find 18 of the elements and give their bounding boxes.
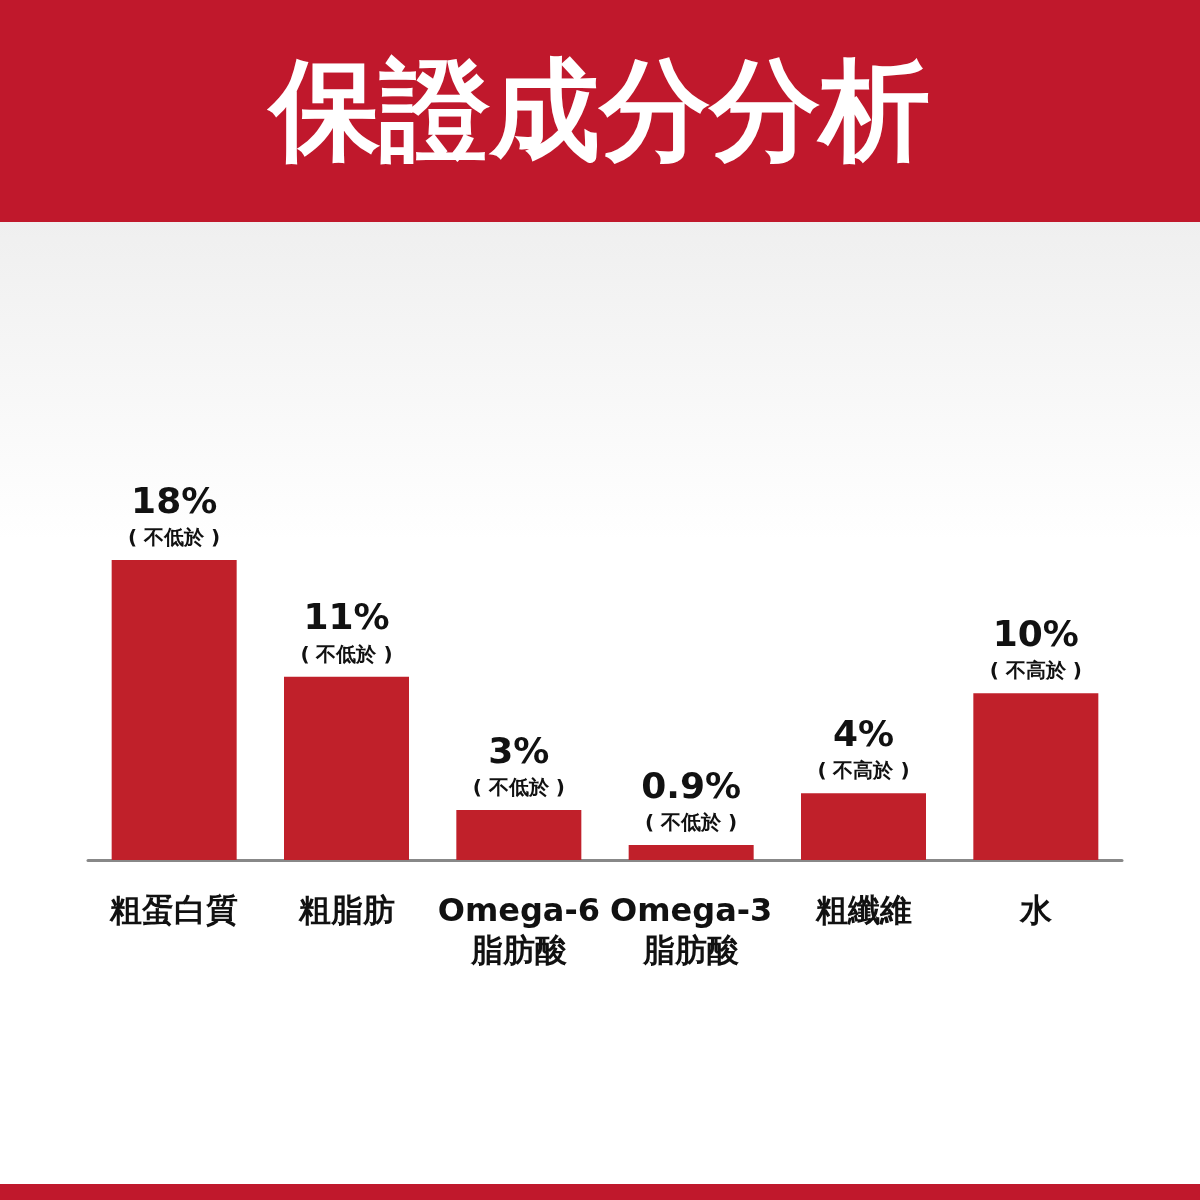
x-tick-label: 粗脂肪 bbox=[297, 891, 395, 929]
bar bbox=[973, 693, 1099, 860]
data-label: 0.9% ( 不低於 ) bbox=[641, 764, 742, 834]
bar bbox=[456, 810, 582, 860]
bar bbox=[111, 560, 237, 860]
x-tick-label: 水 bbox=[1018, 891, 1053, 929]
bar bbox=[801, 793, 926, 860]
x-tick-label: 粗纖維 bbox=[814, 891, 912, 929]
x-tick-label: Omega-6 脂肪酸 bbox=[437, 891, 600, 969]
data-label: 3% ( 不低於 ) bbox=[472, 729, 565, 799]
x-tick-label: 粗蛋白質 bbox=[109, 891, 239, 929]
data-label: 11% ( 不低於 ) bbox=[300, 596, 393, 666]
bar bbox=[628, 845, 754, 860]
data-label: 4% ( 不高於 ) bbox=[817, 712, 910, 783]
data-label: 10% ( 不高於 ) bbox=[989, 612, 1082, 683]
data-label: 18% ( 不低於 ) bbox=[128, 479, 221, 549]
bar bbox=[284, 676, 409, 860]
x-tick-label: Omega-3 脂肪酸 bbox=[610, 891, 773, 969]
